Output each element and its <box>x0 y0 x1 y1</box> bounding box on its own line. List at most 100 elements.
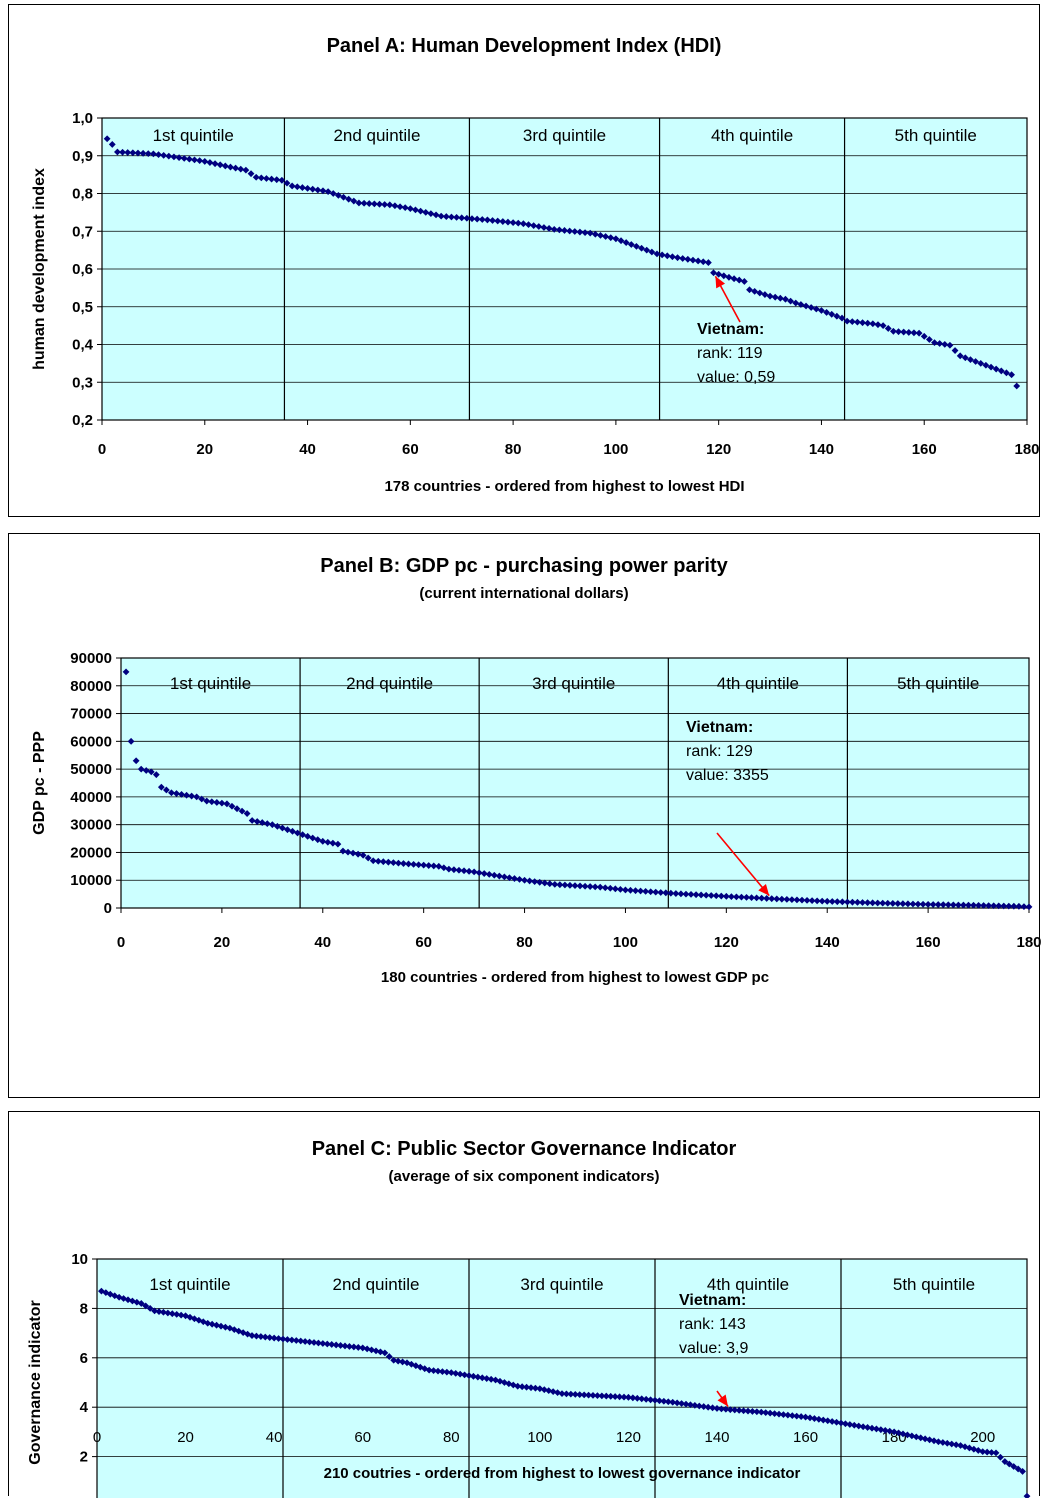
y-tick-label: 80000 <box>70 678 112 695</box>
x-tick-label: 100 <box>613 934 638 951</box>
data-point <box>445 865 453 873</box>
data-point <box>1010 902 1018 910</box>
data-point <box>339 847 347 855</box>
data-point <box>168 789 175 797</box>
data-point <box>160 151 168 159</box>
data-point <box>985 902 993 910</box>
data-point <box>324 838 332 846</box>
data-point <box>185 155 193 163</box>
data-point <box>910 329 918 337</box>
data-point <box>243 810 251 817</box>
data-point <box>329 190 337 197</box>
data-point <box>1020 903 1028 911</box>
data-point <box>920 332 928 340</box>
data-point <box>622 239 630 246</box>
data-point <box>421 1365 429 1373</box>
data-point <box>773 895 781 903</box>
x-tick-label: 140 <box>809 441 834 458</box>
data-point <box>929 901 937 908</box>
data-point <box>556 881 564 889</box>
data-point <box>828 310 836 318</box>
data-point <box>173 790 180 797</box>
data-point <box>365 200 373 207</box>
data-point <box>743 893 750 901</box>
data-point <box>611 885 619 893</box>
chart-title: Panel C: Public Sector Governance Indica… <box>312 1138 737 1160</box>
y-tick-label: 0,7 <box>72 223 93 240</box>
data-point <box>473 215 481 223</box>
data-point <box>495 872 503 880</box>
data-point <box>591 883 599 891</box>
data-point <box>617 885 624 893</box>
x-tick-label: 120 <box>706 441 731 458</box>
data-point <box>266 1334 274 1341</box>
y-tick-label: 10000 <box>70 872 112 889</box>
x-tick-label: 20 <box>214 934 231 951</box>
data-point <box>180 154 188 162</box>
data-point <box>967 356 974 363</box>
panel-c-chart: Panel C: Public Sector Governance Indica… <box>27 1138 1031 1498</box>
x-tick-label: 140 <box>704 1429 729 1446</box>
y-tick-label: 90000 <box>70 650 112 667</box>
data-point <box>391 202 399 210</box>
data-point <box>506 874 513 882</box>
data-point <box>242 166 250 174</box>
data-point <box>647 888 655 896</box>
y-tick-label: 0,3 <box>72 374 93 391</box>
data-point <box>253 818 261 825</box>
x-tick-label: 160 <box>916 934 941 951</box>
annotation-arrow <box>716 832 770 897</box>
data-point <box>252 173 260 181</box>
data-point <box>854 318 861 326</box>
data-point <box>478 1374 486 1382</box>
x-tick-label: 0 <box>98 441 106 458</box>
data-point <box>581 229 589 236</box>
data-point <box>319 837 327 845</box>
data-point <box>970 901 977 909</box>
data-point <box>415 861 423 869</box>
data-point <box>939 901 947 909</box>
data-point <box>879 899 887 907</box>
y-tick-label: 50000 <box>70 761 112 778</box>
data-point <box>895 328 902 336</box>
data-point <box>707 892 715 899</box>
data-point <box>314 186 322 194</box>
data-point <box>900 328 908 336</box>
data-point <box>480 870 488 877</box>
data-point <box>284 1336 291 1343</box>
x-tick-label: 80 <box>505 441 522 458</box>
data-point <box>823 897 831 905</box>
data-point <box>748 894 755 902</box>
data-point <box>485 870 493 878</box>
data-point <box>108 141 116 148</box>
data-point <box>257 174 265 182</box>
x-tick-label: 200 <box>970 1429 995 1446</box>
data-point <box>697 891 705 899</box>
quintile-label: 4th quintile <box>707 1275 789 1294</box>
data-point <box>730 275 738 283</box>
data-point <box>771 293 779 301</box>
data-point <box>465 1372 473 1379</box>
data-point <box>170 153 178 161</box>
data-point <box>667 889 675 897</box>
data-point <box>309 185 317 193</box>
data-point <box>669 253 676 261</box>
data-point <box>642 887 650 895</box>
quintile-label: 2nd quintile <box>333 1275 420 1294</box>
data-point <box>323 1340 331 1348</box>
data-point <box>268 175 275 183</box>
x-axis-label: 210 coutries - ordered from highest to l… <box>324 1465 801 1482</box>
data-point <box>776 294 784 302</box>
data-point <box>915 329 923 337</box>
data-point <box>720 272 728 280</box>
data-point <box>132 757 140 765</box>
data-point <box>992 1449 1000 1457</box>
annotation-arrowhead <box>758 883 770 896</box>
data-point <box>704 259 712 266</box>
y-tick-label: 8 <box>80 1300 88 1317</box>
data-point <box>797 301 805 308</box>
data-point <box>461 1371 468 1379</box>
y-axis-label: Governance indicator <box>27 1300 44 1465</box>
data-point <box>137 765 145 773</box>
data-point <box>427 210 435 218</box>
